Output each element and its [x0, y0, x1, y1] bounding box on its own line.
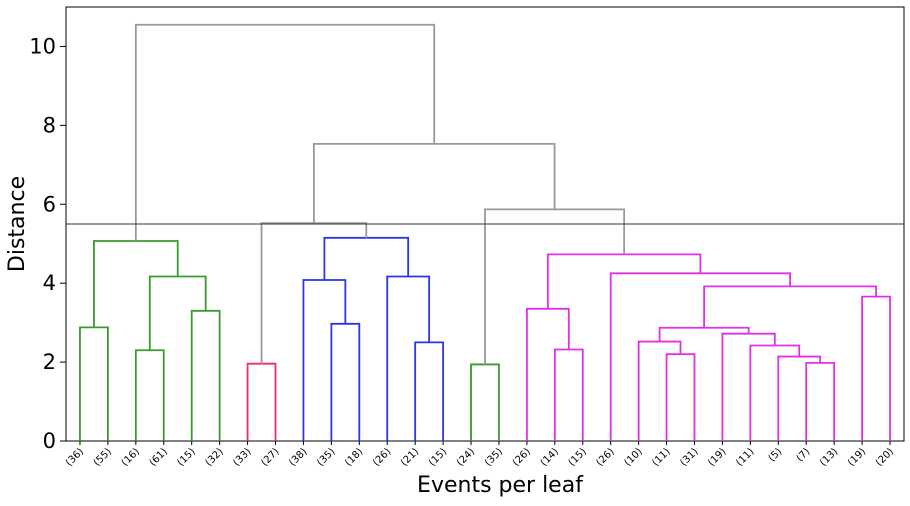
x-axis-label: Events per leaf [417, 473, 584, 498]
dendrogram-link-10 [323, 236, 410, 281]
dendrogram-link-16 [637, 340, 682, 441]
x-tick-label: (24) [455, 446, 477, 468]
dendrogram-link-17 [805, 361, 836, 441]
x-tick-label: (26) [595, 446, 617, 468]
x-tick-label: (7) [795, 446, 813, 464]
x-tick-label: (11) [734, 446, 756, 468]
x-tick-label: (32) [203, 446, 225, 468]
y-axis: 0 2 4 6 8 10 [29, 34, 66, 453]
x-tick-label: (38) [287, 446, 309, 468]
x-tick-label: (19) [846, 446, 868, 468]
x-tick-label: (35) [315, 446, 337, 468]
dendrogram-link-1 [134, 349, 165, 441]
y-tick-label: 2 [43, 350, 56, 374]
dendrogram-link-28 [134, 23, 436, 241]
x-tick-label: (36) [64, 446, 86, 468]
y-tick-label: 0 [43, 429, 56, 453]
x-tick-label: (18) [343, 446, 365, 468]
y-tick-label: 6 [43, 192, 56, 216]
dendrogram-link-13 [553, 348, 584, 441]
x-tick-label: (35) [483, 446, 505, 468]
dendrogram-link-0 [79, 326, 109, 441]
x-tick-label: (31) [678, 446, 700, 468]
x-tick-label: (20) [874, 446, 896, 468]
x-axis: (36) (55) (16) (61) (15) (32) (33) (27) (38) (35)… [64, 441, 896, 469]
dendrogram-link-9 [386, 275, 431, 441]
dendrogram-link-18 [777, 355, 822, 441]
y-tick-label: 4 [43, 271, 56, 295]
x-tick-label: (13) [818, 446, 840, 468]
dendrogram-link-3 [148, 275, 207, 351]
dendrogram-link-15 [665, 353, 696, 441]
dendrogram-link-5 [246, 362, 277, 441]
dendrogram-link-23 [703, 285, 877, 328]
x-tick-label: (15) [567, 446, 589, 468]
x-tick-label: (27) [259, 446, 281, 468]
x-tick-label: (15) [176, 446, 198, 468]
dendrogram-link-12 [470, 363, 500, 441]
x-tick-label: (55) [92, 446, 114, 468]
dendrogram-link-2 [190, 309, 221, 441]
dendrogram-link-6 [330, 322, 361, 441]
dendrogram-link-21 [658, 326, 750, 342]
x-tick-label: (11) [650, 446, 672, 468]
dendrogram-link-26 [484, 208, 626, 365]
dendrogram-link-27 [313, 143, 556, 224]
x-tick-label: (16) [120, 446, 142, 468]
x-tick-label: (10) [622, 446, 644, 468]
x-tick-label: (14) [539, 446, 561, 468]
dendrogram-link-4 [93, 240, 179, 328]
dendrogram-link-20 [721, 332, 776, 441]
x-tick-label: (26) [371, 446, 393, 468]
dendrogram-link-24 [609, 272, 791, 441]
dendrogram-link-8 [414, 341, 444, 441]
x-tick-label: (33) [231, 446, 253, 468]
dendrogram-links [79, 23, 891, 441]
y-tick-label: 10 [29, 34, 56, 58]
dendrogram-link-22 [861, 295, 891, 441]
x-tick-label: (5) [767, 446, 785, 464]
dendrogram-link-11 [260, 222, 368, 364]
x-tick-label: (19) [706, 446, 728, 468]
dendrogram-link-7 [302, 279, 347, 441]
dendrogram-link-25 [546, 253, 702, 309]
dendrogram-link-14 [526, 307, 570, 441]
dendrogram-link-19 [749, 344, 801, 441]
x-tick-label: (61) [148, 446, 170, 468]
y-tick-label: 8 [43, 113, 56, 137]
x-tick-label: (26) [511, 446, 533, 468]
x-tick-label: (21) [399, 446, 421, 468]
x-tick-label: (15) [427, 446, 449, 468]
y-axis-label: Distance [5, 176, 30, 272]
